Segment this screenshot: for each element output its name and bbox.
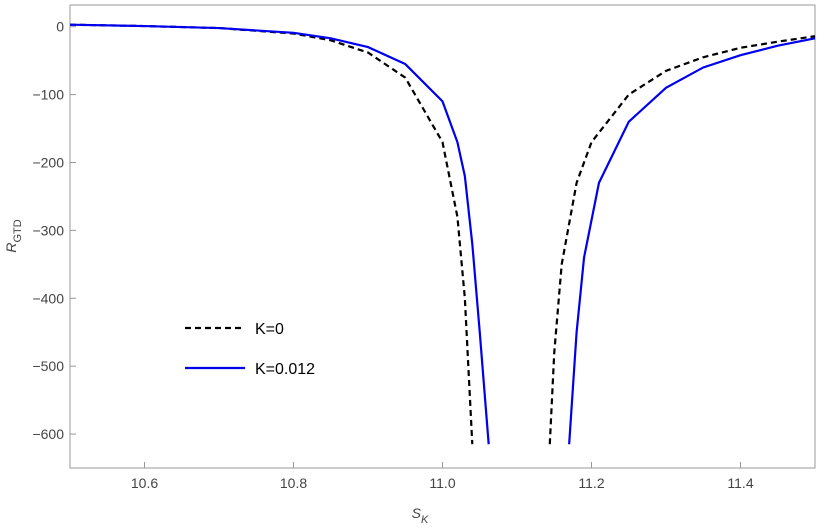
x-tick-label: 11.0 [429,475,455,491]
plot-frame [69,4,816,469]
y-tick-label: −600 [32,426,64,442]
x-label-sub: K [421,514,429,526]
y-tick-label: −100 [32,87,64,103]
x-label-main: S [412,505,422,521]
y-tick-label: −400 [32,290,64,306]
y-tick-label: −500 [32,358,64,374]
y-tick-label: 0 [56,19,64,35]
x-tick-label: 11.2 [578,475,604,491]
x-tick-label: 10.8 [280,475,307,491]
x-axis-label: SK [412,505,429,526]
y-label-main: R [3,243,19,253]
legend-label: K=0 [255,321,284,338]
x-tick-label: 11.4 [727,475,753,491]
x-tick-label: 10.6 [131,475,158,491]
series-line [69,23,816,445]
y-label-sub: GTD [12,219,24,242]
y-axis-label: RGTD [3,219,24,252]
series-line [69,23,816,445]
y-tick-label: −200 [32,155,64,171]
y-tick-label: −300 [32,222,64,238]
legend-label: K=0.012 [255,361,315,378]
